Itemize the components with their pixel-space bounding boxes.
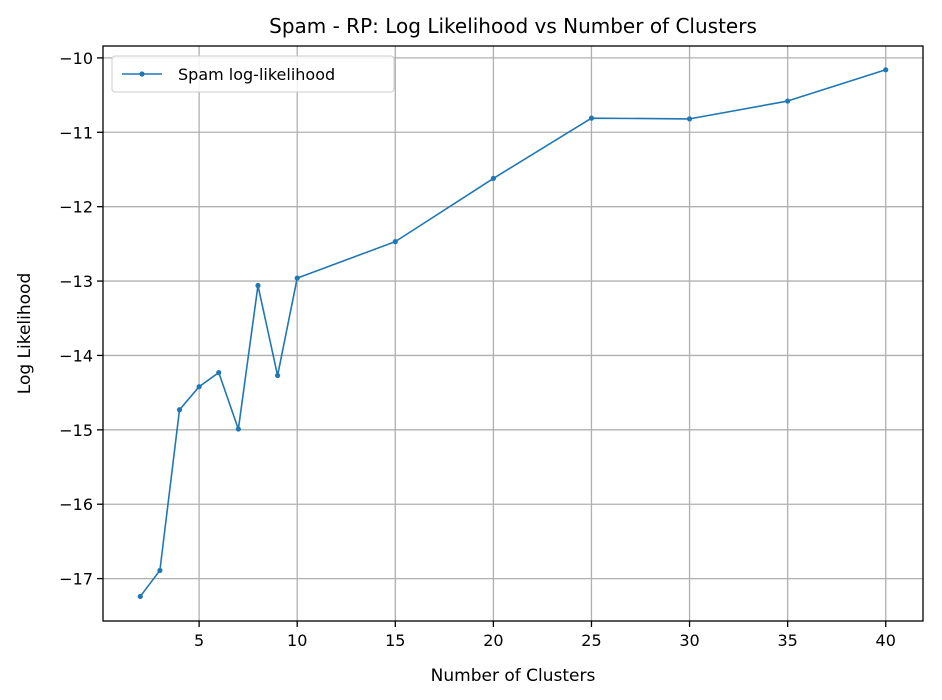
data-point bbox=[294, 275, 300, 281]
data-point bbox=[785, 98, 791, 104]
x-tick-label: 40 bbox=[876, 631, 896, 650]
y-tick-label: −12 bbox=[59, 198, 93, 217]
legend: Spam log-likelihood bbox=[111, 55, 395, 93]
data-point bbox=[216, 369, 222, 376]
y-tick-label: −11 bbox=[59, 123, 93, 142]
data-point bbox=[883, 67, 889, 73]
y-tick-label: −16 bbox=[59, 495, 93, 514]
data-point bbox=[686, 116, 693, 122]
x-tick-label: 25 bbox=[581, 631, 601, 650]
data-point bbox=[255, 282, 261, 289]
y-tick-label: −17 bbox=[59, 570, 93, 589]
x-tick-label: 35 bbox=[777, 631, 797, 650]
x-tick-label: 20 bbox=[483, 631, 503, 650]
grid-lines bbox=[103, 46, 923, 621]
data-point bbox=[176, 407, 183, 413]
axis-ticks: 5 10 15 20 25 30 35 40 −17 −16 −15 −14 −13 −12 −11 −10 bbox=[59, 49, 896, 650]
x-tick-label: 30 bbox=[679, 631, 699, 650]
y-tick-label: −15 bbox=[59, 421, 93, 440]
y-axis-title: Log Likelihood bbox=[15, 273, 35, 394]
x-axis-title: Number of Clusters bbox=[431, 666, 596, 686]
data-point bbox=[392, 239, 398, 245]
data-point bbox=[490, 175, 496, 182]
data-point bbox=[235, 426, 241, 432]
data-point bbox=[137, 593, 143, 600]
series-layer bbox=[137, 67, 889, 600]
data-point bbox=[196, 384, 202, 390]
x-tick-label: 5 bbox=[194, 631, 204, 650]
x-tick-label: 15 bbox=[385, 631, 405, 650]
x-tick-label: 10 bbox=[287, 631, 307, 650]
y-tick-label: −14 bbox=[59, 346, 93, 365]
legend-label: Spam log-likelihood bbox=[178, 65, 335, 84]
data-point bbox=[274, 372, 281, 379]
legend-marker-swatch bbox=[139, 71, 145, 77]
plot-area-frame bbox=[102, 45, 924, 622]
chart-title: Spam - RP: Log Likelihood vs Number of C… bbox=[269, 14, 757, 38]
data-point bbox=[157, 567, 163, 574]
y-tick-label: −10 bbox=[59, 49, 93, 68]
legend-box bbox=[111, 55, 395, 93]
data-point bbox=[588, 115, 595, 121]
y-tick-label: −13 bbox=[59, 272, 93, 291]
